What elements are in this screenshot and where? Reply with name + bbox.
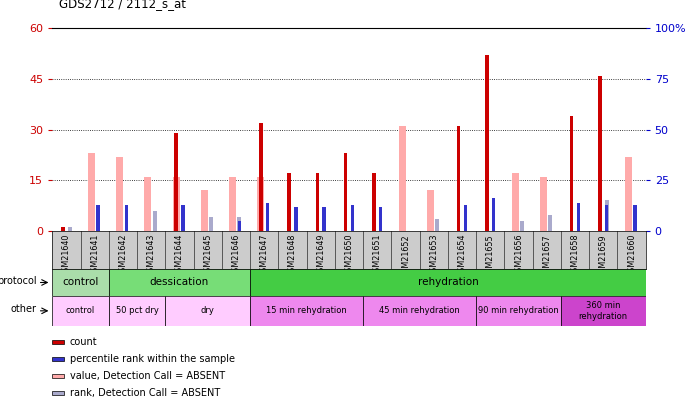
Bar [315, 173, 319, 231]
Text: 90 min rehydration: 90 min rehydration [478, 306, 559, 315]
Text: 50 pct dry: 50 pct dry [116, 306, 158, 315]
Bar [512, 173, 519, 231]
Bar [237, 217, 242, 231]
Bar [96, 205, 100, 231]
Bar [344, 153, 348, 231]
Bar [427, 190, 434, 231]
Text: 360 min
rehydration: 360 min rehydration [579, 301, 628, 320]
Bar [209, 217, 214, 231]
Bar [52, 341, 64, 345]
Bar [144, 177, 151, 231]
Bar [520, 221, 524, 231]
Bar [52, 357, 64, 361]
Bar [492, 198, 496, 231]
Bar [457, 126, 460, 231]
Bar [52, 374, 64, 378]
Text: GSM21641: GSM21641 [90, 234, 99, 277]
Bar [201, 190, 208, 231]
Bar [548, 215, 552, 231]
Text: protocol: protocol [0, 276, 36, 286]
Bar [266, 202, 269, 231]
Bar [109, 269, 250, 296]
Bar [570, 116, 573, 231]
Text: GSM21658: GSM21658 [570, 234, 579, 277]
Bar [116, 157, 123, 231]
Text: percentile rank within the sample: percentile rank within the sample [70, 354, 235, 364]
Bar [294, 207, 297, 231]
Text: GSM21660: GSM21660 [627, 234, 636, 277]
Text: value, Detection Call = ABSENT: value, Detection Call = ABSENT [70, 371, 225, 381]
Bar [238, 221, 241, 231]
Bar [379, 207, 383, 231]
Bar [61, 228, 65, 231]
Text: GSM21654: GSM21654 [457, 234, 466, 277]
Bar [52, 269, 109, 296]
Bar [350, 205, 354, 231]
Text: GSM21649: GSM21649 [316, 234, 325, 277]
Bar [109, 296, 165, 326]
Text: GSM21645: GSM21645 [203, 234, 212, 277]
Text: GSM21659: GSM21659 [599, 234, 608, 277]
Text: GSM21650: GSM21650 [345, 234, 353, 277]
Bar [250, 296, 363, 326]
Bar [68, 227, 72, 231]
Bar [598, 76, 602, 231]
Bar [250, 269, 646, 296]
Text: GSM21640: GSM21640 [62, 234, 71, 277]
Text: GSM21648: GSM21648 [288, 234, 297, 277]
Bar [259, 123, 262, 231]
Bar [625, 157, 632, 231]
Bar [258, 177, 265, 231]
Bar [165, 296, 250, 326]
Text: control: control [62, 277, 99, 288]
Bar [399, 126, 406, 231]
Bar [322, 207, 326, 231]
Text: rehydration: rehydration [417, 277, 478, 288]
Bar [125, 205, 128, 231]
Text: GSM21657: GSM21657 [542, 234, 551, 277]
Bar [52, 296, 109, 326]
Bar [172, 177, 179, 231]
Bar [152, 211, 157, 231]
Text: GSM21653: GSM21653 [429, 234, 438, 277]
Bar [463, 205, 467, 231]
Bar [174, 133, 178, 231]
Bar [540, 177, 547, 231]
Bar [577, 202, 580, 231]
Text: 15 min rehydration: 15 min rehydration [266, 306, 347, 315]
Bar [633, 205, 637, 231]
Text: GSM21646: GSM21646 [232, 234, 241, 277]
Bar [181, 205, 184, 231]
Text: GSM21643: GSM21643 [147, 234, 156, 277]
Bar [476, 296, 561, 326]
Text: 45 min rehydration: 45 min rehydration [379, 306, 460, 315]
Text: GSM21651: GSM21651 [373, 234, 382, 277]
Bar [52, 390, 64, 394]
Text: dry: dry [201, 306, 215, 315]
Bar [372, 173, 376, 231]
Text: GSM21652: GSM21652 [401, 234, 410, 277]
Text: GSM21642: GSM21642 [119, 234, 128, 277]
Bar [88, 153, 95, 231]
Text: GSM21647: GSM21647 [260, 234, 269, 277]
Bar [561, 296, 646, 326]
Text: GDS2712 / 2112_s_at: GDS2712 / 2112_s_at [59, 0, 186, 10]
Bar [485, 55, 489, 231]
Bar [288, 173, 291, 231]
Text: other: other [10, 304, 36, 314]
Text: GSM21656: GSM21656 [514, 234, 523, 277]
Text: control: control [66, 306, 95, 315]
Bar [363, 296, 476, 326]
Bar [229, 177, 236, 231]
Text: GSM21644: GSM21644 [175, 234, 184, 277]
Bar [435, 219, 439, 231]
Bar [605, 205, 609, 231]
Text: GSM21655: GSM21655 [486, 234, 495, 277]
Bar [604, 200, 609, 231]
Text: rank, Detection Call = ABSENT: rank, Detection Call = ABSENT [70, 388, 220, 398]
Text: count: count [70, 337, 98, 347]
Text: dessication: dessication [150, 277, 209, 288]
